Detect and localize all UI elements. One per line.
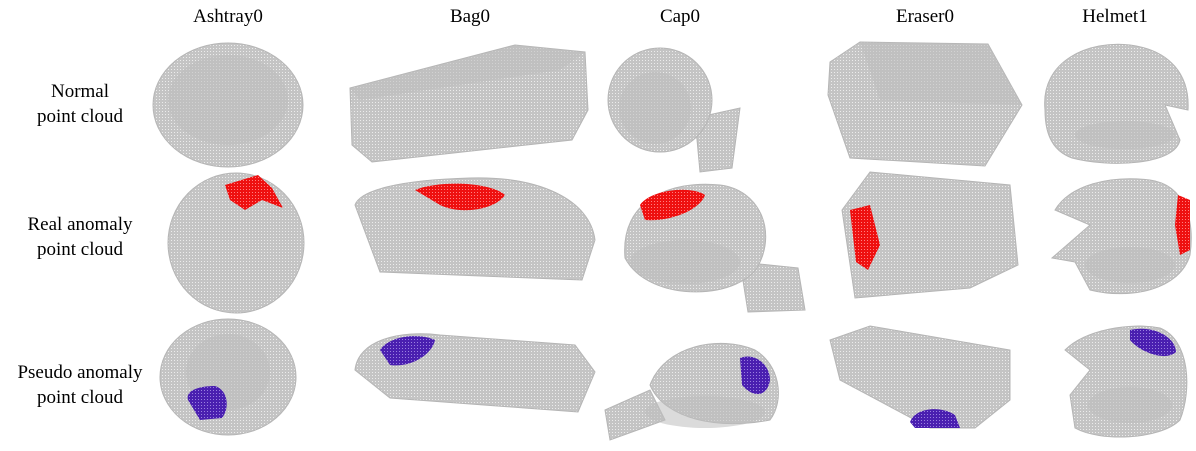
ashtray-cloud <box>160 319 296 435</box>
cap-cloud <box>625 184 805 312</box>
column-header: Ashtray0 <box>193 6 263 27</box>
bag-cloud <box>355 178 595 280</box>
row-labels: Normal point cloud Real anomaly point cl… <box>17 81 143 408</box>
column-headers: Ashtray0 Bag0 Cap0 Eraser0 Helmet1 <box>193 6 1148 27</box>
ashtray-cloud <box>153 43 303 167</box>
cap-cloud <box>608 48 740 172</box>
row-label: point cloud <box>37 106 124 127</box>
row-label: Pseudo anomaly <box>17 362 143 383</box>
row-label: Normal <box>51 81 109 102</box>
column-header: Eraser0 <box>896 6 954 27</box>
eraser-cloud <box>828 42 1022 166</box>
column-header: Cap0 <box>660 6 700 27</box>
row-label: point cloud <box>37 387 124 408</box>
eraser-cloud <box>830 326 1010 428</box>
figure: Ashtray0 Bag0 Cap0 Eraser0 Helmet1 Norma… <box>0 0 1196 451</box>
normal-row <box>153 42 1188 172</box>
eraser-cloud <box>842 172 1018 298</box>
bag-cloud <box>350 45 588 162</box>
row-label: point cloud <box>37 239 124 260</box>
helmet-cloud <box>1065 326 1187 437</box>
column-header: Helmet1 <box>1082 6 1147 27</box>
real-anomaly-row <box>168 172 1191 313</box>
pseudo-anomaly-row <box>160 319 1187 440</box>
helmet-cloud <box>1052 179 1191 294</box>
ashtray-cloud <box>168 173 304 313</box>
column-header: Bag0 <box>450 6 490 27</box>
cap-cloud <box>605 343 778 440</box>
row-label: Real anomaly <box>28 214 133 235</box>
bag-cloud <box>355 334 595 412</box>
helmet-cloud <box>1045 44 1188 163</box>
